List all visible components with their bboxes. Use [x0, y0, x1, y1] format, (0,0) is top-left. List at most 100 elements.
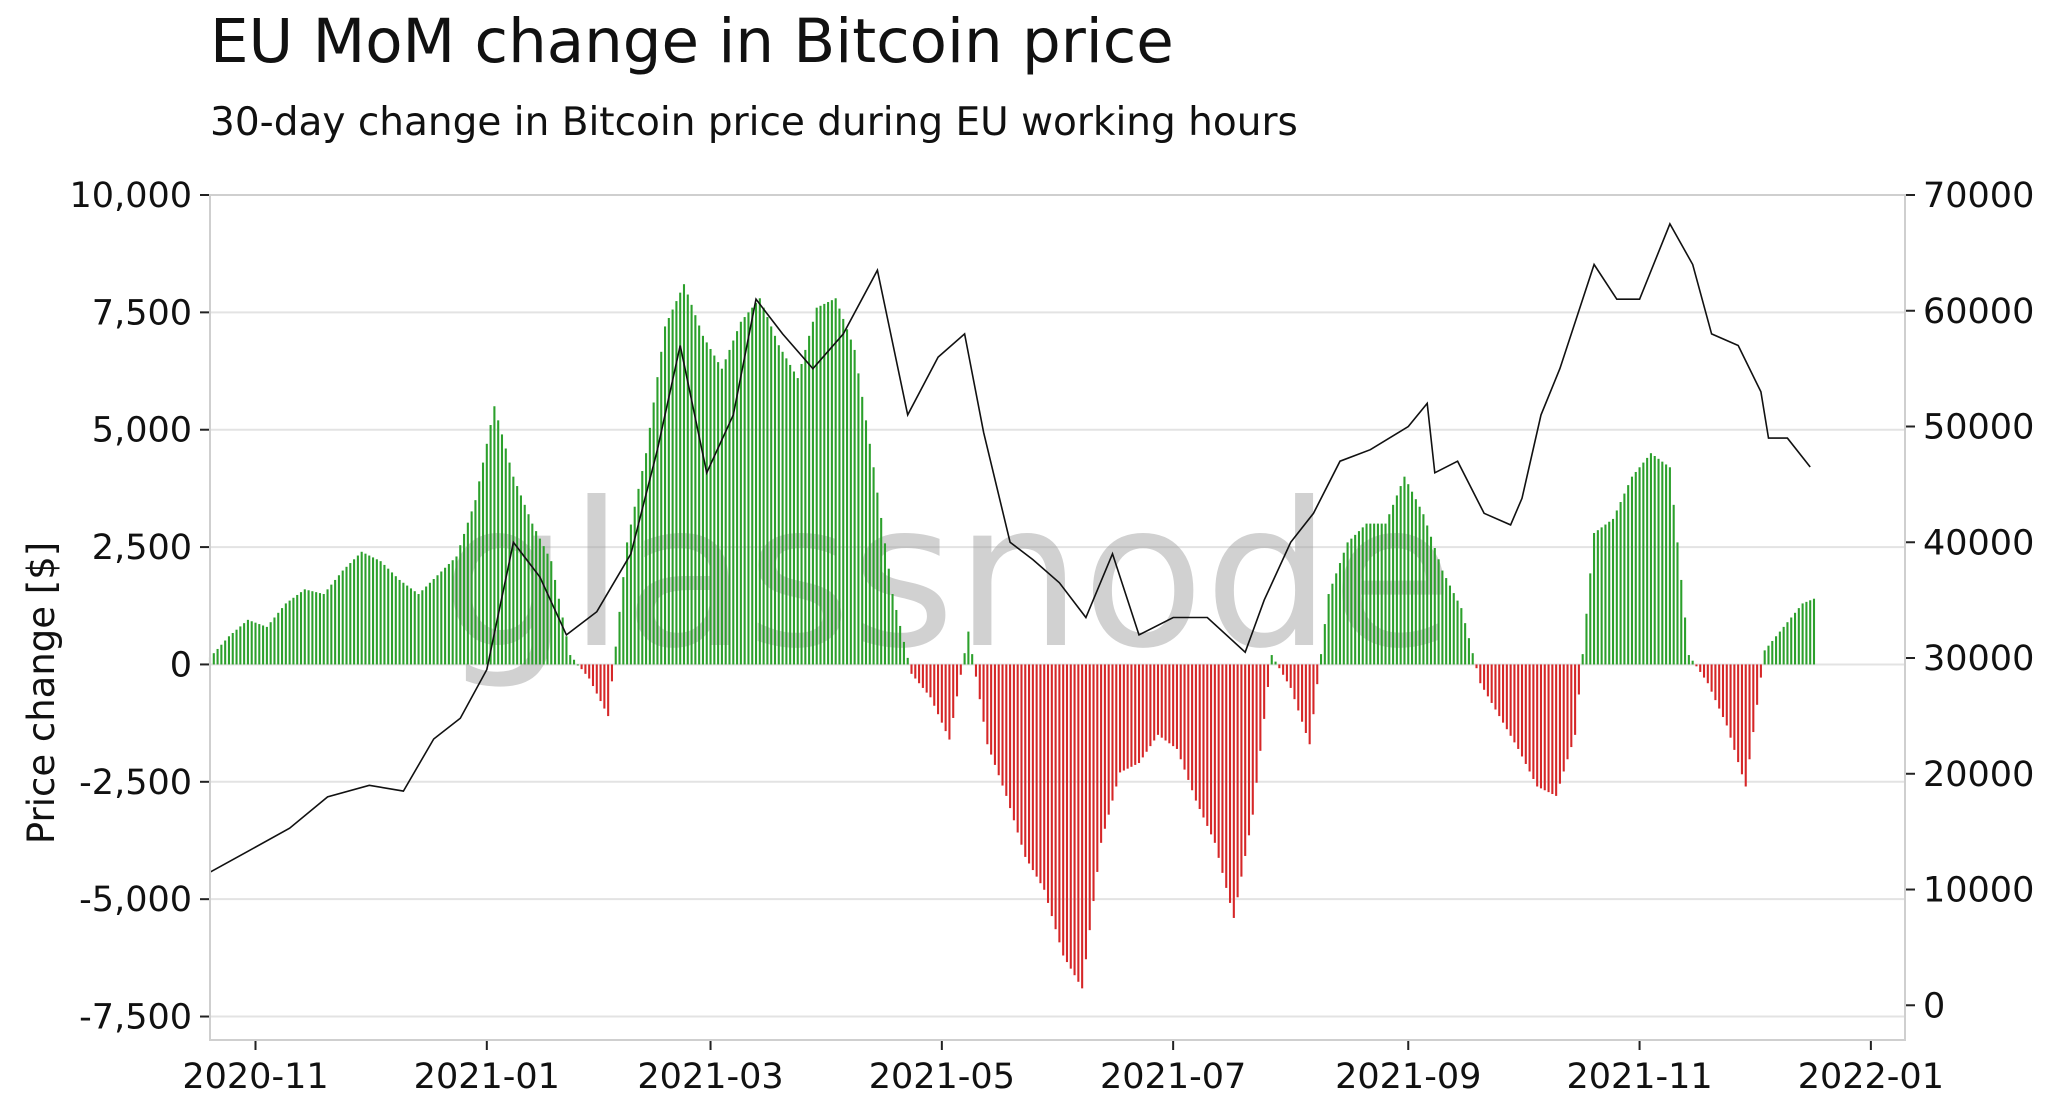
bar	[1145, 664, 1148, 752]
bar	[675, 301, 678, 665]
bar	[1790, 617, 1793, 665]
bar	[1589, 573, 1592, 665]
bar	[1141, 664, 1144, 758]
bar	[497, 420, 500, 665]
bar	[849, 339, 852, 665]
bar	[1486, 664, 1489, 697]
bar	[971, 654, 974, 665]
bar	[1615, 510, 1618, 665]
bar	[1433, 548, 1436, 665]
bar	[1665, 464, 1668, 665]
bar	[645, 453, 648, 665]
bar	[463, 533, 466, 665]
y2-tick-label: 30000	[1923, 639, 2034, 679]
bar	[1069, 664, 1072, 969]
bar	[1289, 664, 1292, 688]
bar	[902, 641, 905, 665]
bar	[1411, 491, 1414, 665]
bar	[1786, 622, 1789, 665]
bar	[952, 664, 955, 718]
bar	[1596, 530, 1599, 665]
bar	[796, 378, 799, 665]
bar	[262, 625, 265, 665]
bar	[637, 488, 640, 665]
bar	[1263, 664, 1266, 719]
bar	[883, 543, 887, 665]
bar	[933, 664, 936, 706]
bar	[880, 517, 883, 665]
bar	[224, 640, 227, 665]
bar	[1278, 664, 1281, 669]
bar	[694, 315, 697, 665]
bar	[1627, 485, 1630, 665]
bar	[1043, 664, 1046, 890]
bar	[986, 664, 989, 745]
bar	[1096, 664, 1099, 872]
bar	[258, 624, 261, 665]
bar	[372, 557, 375, 665]
bar	[853, 349, 856, 665]
bar	[789, 364, 792, 665]
bar	[1775, 636, 1778, 665]
bar	[1558, 664, 1561, 784]
bar	[368, 555, 371, 665]
y2-tick-label: 0	[1923, 986, 1945, 1026]
axes	[200, 194, 1915, 1050]
bar	[1020, 664, 1023, 845]
bar	[1467, 638, 1470, 665]
bar	[1710, 664, 1713, 692]
bar	[1028, 664, 1031, 864]
bar	[519, 495, 522, 665]
bar	[603, 664, 606, 709]
bar	[409, 588, 413, 665]
bar	[1335, 573, 1338, 665]
bar	[1513, 664, 1516, 743]
bar	[576, 664, 579, 666]
bar	[1547, 664, 1550, 793]
bar	[906, 657, 909, 665]
bar	[751, 307, 754, 665]
bar	[937, 664, 940, 715]
bar	[1342, 552, 1345, 665]
bar	[413, 591, 416, 665]
y-tick-label: 10,000	[70, 176, 192, 216]
bar	[1536, 664, 1539, 787]
price-line	[209, 222, 1811, 873]
bar	[356, 555, 359, 665]
chart-title: EU MoM change in Bitcoin price	[210, 6, 1174, 77]
bar	[993, 664, 996, 765]
bar	[1228, 664, 1232, 903]
bar	[724, 359, 727, 665]
bar	[542, 546, 545, 665]
bar	[216, 648, 219, 665]
bar	[804, 349, 807, 665]
bar	[1585, 613, 1588, 665]
bar	[1395, 495, 1398, 665]
bar	[857, 373, 860, 665]
bar	[394, 576, 397, 665]
bar	[698, 325, 701, 665]
bar	[1297, 664, 1300, 711]
bar	[1285, 664, 1288, 682]
bar	[1346, 542, 1349, 665]
bar	[428, 582, 431, 665]
bar	[277, 612, 280, 665]
bar	[663, 326, 667, 665]
bar	[997, 664, 1000, 776]
bar	[1812, 598, 1816, 665]
bar	[1232, 664, 1235, 918]
bar	[887, 568, 890, 665]
bar	[349, 563, 352, 665]
bar	[1672, 504, 1675, 665]
bar	[1475, 664, 1478, 669]
bar	[1001, 664, 1004, 786]
y-tick-label: 2,500	[92, 528, 192, 568]
bar	[1452, 593, 1455, 665]
bar	[660, 351, 663, 665]
bar	[891, 594, 894, 665]
bar	[1706, 664, 1709, 684]
bar	[1771, 640, 1774, 665]
bar	[1316, 664, 1319, 685]
bar	[800, 364, 803, 665]
bar	[1202, 664, 1205, 818]
